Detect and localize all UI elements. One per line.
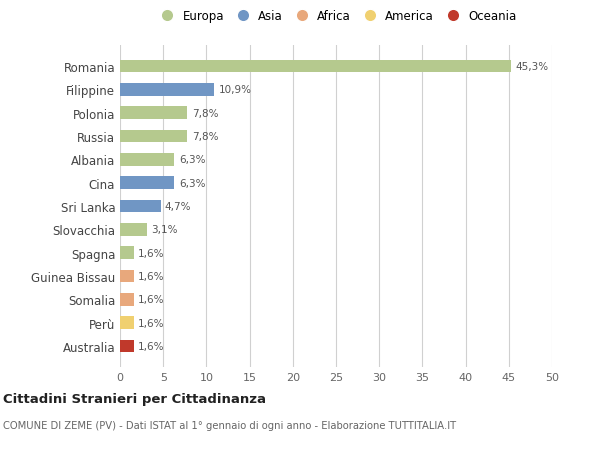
Text: 7,8%: 7,8%	[192, 132, 218, 142]
Text: 1,6%: 1,6%	[138, 295, 164, 305]
Bar	[120, 61, 511, 73]
Bar	[120, 130, 187, 143]
Text: 6,3%: 6,3%	[179, 178, 205, 188]
Bar	[120, 340, 134, 353]
Text: 4,7%: 4,7%	[165, 202, 191, 212]
Bar	[120, 200, 161, 213]
Bar	[120, 317, 134, 329]
Text: 10,9%: 10,9%	[218, 85, 251, 95]
Text: 45,3%: 45,3%	[516, 62, 549, 72]
Bar	[120, 84, 214, 96]
Bar	[120, 177, 175, 190]
Text: 1,6%: 1,6%	[138, 248, 164, 258]
Text: 1,6%: 1,6%	[138, 341, 164, 351]
Legend: Europa, Asia, Africa, America, Oceania: Europa, Asia, Africa, America, Oceania	[151, 5, 521, 28]
Bar	[120, 293, 134, 306]
Bar	[120, 270, 134, 283]
Text: 3,1%: 3,1%	[151, 225, 178, 235]
Text: 6,3%: 6,3%	[179, 155, 205, 165]
Bar	[120, 246, 134, 259]
Bar	[120, 107, 187, 120]
Text: COMUNE DI ZEME (PV) - Dati ISTAT al 1° gennaio di ogni anno - Elaborazione TUTTI: COMUNE DI ZEME (PV) - Dati ISTAT al 1° g…	[3, 420, 456, 430]
Bar	[120, 154, 175, 167]
Text: 1,6%: 1,6%	[138, 271, 164, 281]
Text: Cittadini Stranieri per Cittadinanza: Cittadini Stranieri per Cittadinanza	[3, 392, 266, 405]
Bar	[120, 224, 147, 236]
Text: 1,6%: 1,6%	[138, 318, 164, 328]
Text: 7,8%: 7,8%	[192, 108, 218, 118]
